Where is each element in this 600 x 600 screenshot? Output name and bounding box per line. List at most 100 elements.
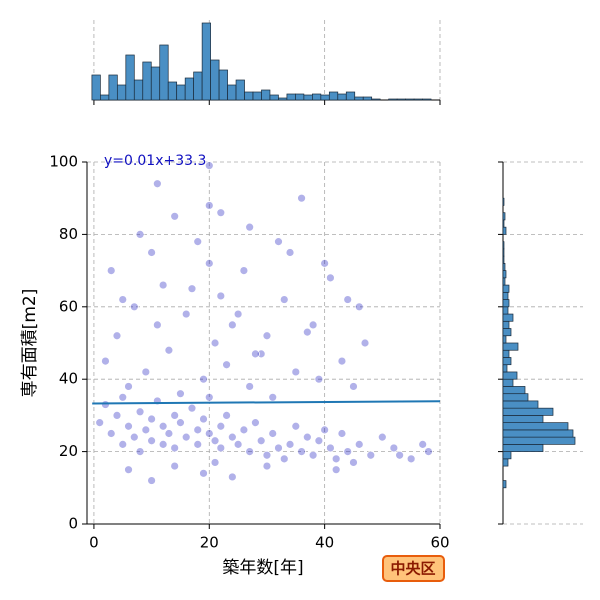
histogram-bar [502, 328, 512, 337]
scatter-point [251, 418, 260, 428]
scatter-point [349, 458, 358, 467]
scatter-point [135, 447, 145, 457]
scatter-point [291, 421, 301, 431]
scatter-point [216, 291, 226, 301]
scatter-point [129, 432, 139, 442]
scatter-point [337, 429, 347, 438]
scatter-point [302, 327, 312, 337]
scatter-point [314, 374, 324, 384]
histogram-bar [502, 357, 512, 366]
histogram-bar [405, 98, 415, 101]
histogram-bar [502, 349, 510, 358]
scatter-point [124, 465, 133, 475]
histogram-bar [502, 371, 518, 380]
histogram-bar [193, 71, 203, 101]
histogram-bar [502, 241, 505, 250]
scatter-point [158, 421, 168, 431]
histogram-bar [502, 197, 505, 206]
histogram-bar [176, 84, 186, 101]
scatter-point [199, 374, 208, 384]
scatter-point [106, 266, 116, 276]
histogram-bar [354, 96, 364, 101]
x-tick-label: 0 [89, 534, 99, 552]
histogram-bar [502, 335, 507, 344]
scatter-point [233, 309, 243, 319]
scatter-point [176, 389, 185, 399]
scatter-point [418, 439, 428, 449]
histogram-bar [502, 480, 507, 489]
histogram-bar [502, 248, 505, 257]
scatter-point [308, 320, 318, 330]
scatter-point [366, 450, 376, 460]
histogram-bar [328, 91, 339, 101]
histogram-bar [502, 444, 544, 452]
scatter-point [227, 432, 237, 442]
histogram-bar [502, 263, 506, 271]
scatter-point [245, 447, 255, 457]
scatter-point [118, 392, 128, 402]
histogram-bar [116, 84, 127, 101]
histogram-bar [502, 364, 508, 373]
badge-box [382, 555, 445, 582]
scatter-point [176, 418, 185, 428]
x-tick-label: 40 [315, 534, 334, 552]
histogram-bar [337, 93, 347, 101]
histogram-bar [244, 91, 254, 101]
scatter-point [377, 432, 387, 442]
scatter-point [297, 193, 306, 203]
scatter-point [181, 309, 191, 319]
scatter-point [268, 392, 278, 402]
scatter-point [291, 367, 301, 377]
scatter-point [147, 414, 157, 424]
x-axis-label: 築年数[年] [222, 558, 303, 578]
y-axis-label: 専有面積[m2] [20, 289, 40, 398]
scatter-point [262, 450, 272, 460]
histogram-bar [184, 77, 194, 101]
scatter-point [331, 454, 341, 464]
histogram-bar [320, 94, 330, 101]
histogram-bar [108, 74, 118, 101]
histogram-bar [502, 429, 574, 438]
histogram-bar [502, 386, 526, 395]
histogram-bar [396, 98, 406, 101]
scatter-point [124, 421, 133, 431]
scatter-point [158, 439, 168, 449]
scatter-point [320, 258, 330, 268]
scatter-point [245, 382, 255, 391]
scatter-point [199, 468, 208, 478]
scatter-point [187, 403, 197, 413]
scatter-point [101, 400, 110, 409]
scatter-point [389, 443, 399, 453]
scatter-point [274, 237, 283, 247]
histogram-bar [502, 284, 510, 293]
histogram-bar [413, 98, 423, 101]
scatter-point [331, 465, 341, 475]
scatter-point [285, 248, 295, 257]
histogram-bar [502, 299, 510, 308]
scatter-point [106, 429, 116, 438]
scatter-point [343, 447, 353, 457]
scatter-point [320, 425, 330, 435]
scatter-point [424, 447, 433, 457]
scatter-point [274, 443, 283, 453]
histogram-bar [502, 277, 506, 286]
scatter-point [193, 439, 203, 449]
scatter-point [354, 439, 364, 449]
scatter-point [204, 161, 214, 171]
scatter-point [326, 443, 335, 453]
scatter-point [233, 439, 243, 449]
scatter-point [187, 284, 197, 294]
scatter-point [239, 266, 249, 276]
histogram-bar [252, 91, 262, 101]
histogram-bar [388, 98, 398, 101]
scatter-point [147, 436, 157, 446]
scatter-point [164, 429, 174, 438]
scatter-point [141, 367, 151, 377]
histogram-bar [269, 94, 279, 101]
histogram-bar [167, 81, 178, 101]
histogram-bar [362, 96, 373, 101]
scatter-point [216, 208, 226, 218]
scatter-point [279, 454, 289, 464]
scatter-point [204, 258, 214, 268]
scatter-point [204, 201, 214, 210]
